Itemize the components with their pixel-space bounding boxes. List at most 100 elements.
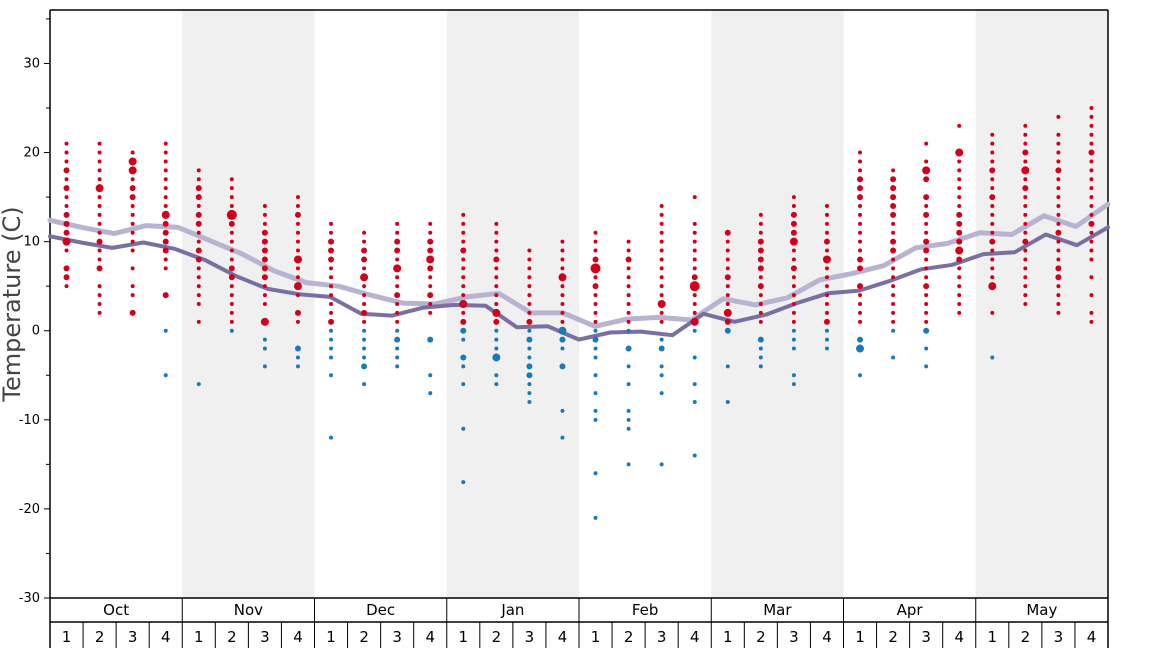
warm-point [858, 150, 863, 155]
warm-point [527, 275, 532, 280]
warm-point [97, 257, 102, 262]
warm-point [957, 168, 962, 173]
warm-point [295, 293, 300, 298]
warm-point [362, 266, 367, 271]
warm-point [725, 302, 730, 306]
warm-point [97, 248, 102, 253]
warm-point [295, 204, 300, 208]
warm-point [626, 266, 631, 271]
warm-point [626, 239, 631, 244]
month-band [711, 10, 844, 598]
warm-point [362, 230, 367, 235]
warm-point [924, 293, 929, 298]
warm-point [97, 159, 102, 164]
warm-point [791, 293, 796, 298]
warm-point [393, 264, 402, 273]
warm-point [163, 204, 168, 208]
warm-point [923, 194, 930, 201]
warm-point [163, 186, 168, 191]
warm-point [494, 284, 499, 289]
warm-point [890, 194, 897, 201]
warm-point [64, 284, 69, 289]
cold-point [593, 346, 598, 351]
cold-point [526, 363, 533, 370]
warm-point [891, 275, 896, 280]
warm-point [890, 185, 897, 192]
warm-point [990, 230, 995, 235]
warm-point [791, 248, 796, 253]
warm-point [196, 204, 201, 208]
warm-point [692, 257, 697, 262]
warm-point [659, 310, 664, 315]
warm-point [1023, 177, 1028, 182]
cold-point [329, 355, 334, 360]
warm-point [493, 256, 500, 263]
warm-point [858, 221, 863, 226]
warm-point [957, 266, 962, 271]
y-tick-label: 10 [23, 235, 40, 250]
cold-point [196, 382, 201, 387]
cold-point [295, 355, 300, 360]
cold-point [824, 337, 829, 342]
warm-point [1089, 141, 1094, 146]
warm-point [1089, 239, 1094, 244]
warm-point [228, 274, 235, 281]
warm-point [163, 168, 168, 173]
cold-point [758, 364, 763, 369]
warm-point [890, 203, 897, 209]
warm-point [724, 274, 731, 281]
warm-point [957, 177, 962, 182]
data-points [62, 106, 1095, 520]
warm-point [1089, 106, 1094, 110]
warm-point [1089, 195, 1094, 200]
warm-point [261, 274, 268, 281]
warm-point [692, 266, 697, 271]
warm-point [757, 265, 764, 272]
warm-point [1023, 221, 1028, 226]
warm-point [295, 248, 300, 253]
warm-point [64, 141, 69, 146]
warm-point [527, 248, 532, 253]
warm-point [692, 239, 697, 244]
warm-point [1022, 149, 1029, 156]
warm-point [1089, 168, 1094, 173]
warm-point [195, 185, 202, 192]
cold-point [626, 408, 631, 413]
warm-point [990, 257, 995, 262]
x-axis: Oct 1 2 3 4 Nov 1 2 3 4 Dec 1 2 3 4 Jan 1 2 3 4 Feb 1 2 3 4 Mar 1 2… [49, 597, 1109, 648]
warm-point [97, 302, 102, 306]
warm-point [527, 284, 532, 289]
warm-point [857, 283, 864, 290]
cold-point [558, 326, 567, 335]
warm-point [1089, 204, 1094, 208]
warm-point [1055, 229, 1062, 236]
warm-point [228, 220, 235, 227]
warm-point [1023, 230, 1028, 235]
cold-point [395, 355, 400, 360]
warm-point [560, 302, 565, 306]
warm-point [97, 212, 102, 217]
warm-point [163, 266, 168, 271]
warm-point [990, 186, 995, 191]
warm-point [128, 166, 137, 175]
warm-point [956, 238, 963, 245]
warm-point [923, 238, 930, 245]
warm-point [791, 257, 796, 262]
week-label: 1 [326, 628, 336, 646]
warm-point [163, 150, 168, 155]
warm-point [1056, 114, 1061, 119]
warm-point [96, 238, 103, 245]
warm-point [758, 302, 763, 306]
week-label: 3 [525, 628, 535, 646]
warm-point [890, 247, 897, 254]
week-label: 2 [624, 628, 634, 646]
week-label: 3 [392, 628, 402, 646]
warm-point [1023, 293, 1028, 298]
warm-point [97, 195, 102, 200]
cold-point [163, 328, 168, 333]
cold-point [362, 355, 367, 360]
cold-point [659, 391, 664, 396]
cold-point [891, 328, 896, 333]
warm-point [461, 212, 466, 217]
